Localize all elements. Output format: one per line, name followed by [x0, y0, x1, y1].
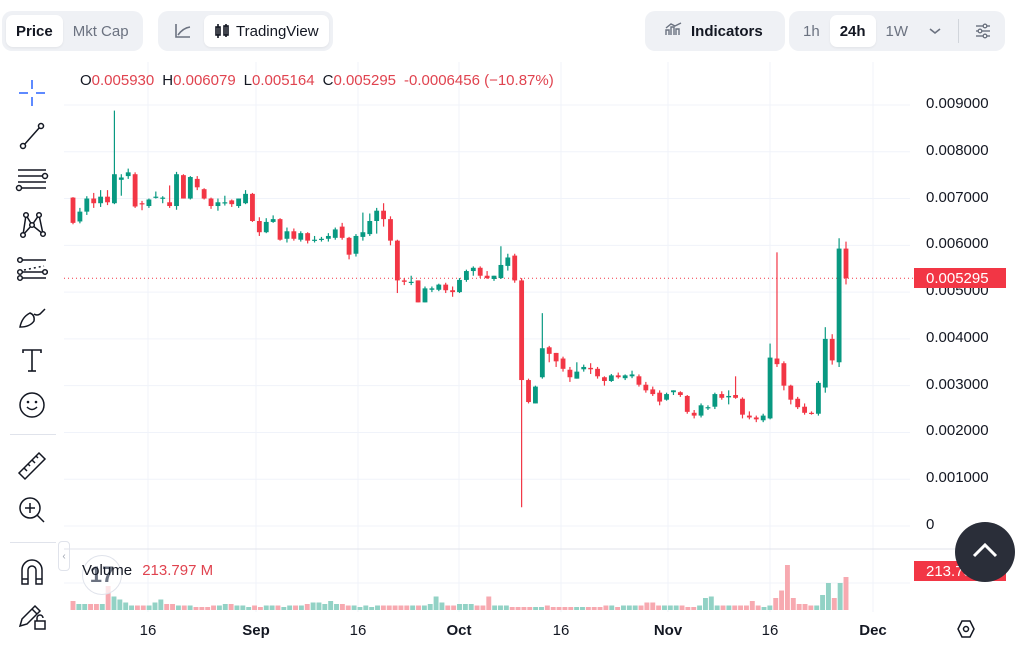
more-intervals-button[interactable] — [918, 15, 952, 47]
price-tab[interactable]: Price — [6, 15, 63, 47]
magnet-icon — [17, 557, 47, 587]
chevron-up-icon — [971, 541, 999, 564]
fib-retracement-icon — [16, 255, 48, 285]
chart-type-toggle: TradingView — [158, 11, 333, 51]
time-tick-label: Sep — [242, 622, 270, 639]
indicators-icon — [665, 21, 683, 41]
interval-selector: 1h 24h 1W — [789, 11, 1006, 51]
close-label: C — [322, 72, 334, 89]
crosshair-icon — [17, 78, 47, 108]
time-tick-label: Nov — [653, 622, 683, 639]
chevron-down-icon — [928, 26, 942, 36]
price-tick-label: 0.003000 — [926, 375, 989, 393]
fib-retracement-tool[interactable] — [14, 252, 50, 288]
interval-1h[interactable]: 1h — [803, 22, 820, 40]
scroll-top-button[interactable] — [955, 522, 1015, 582]
indicators-label: Indicators — [691, 22, 763, 40]
candlestick-icon — [214, 23, 230, 39]
horizontal-lines-tool[interactable] — [14, 163, 50, 199]
line-chart-icon — [174, 23, 192, 39]
close-value: 0.005295 — [333, 72, 397, 89]
low-label: L — [243, 72, 253, 89]
brush-tool[interactable] — [14, 298, 50, 334]
sliders-icon — [975, 23, 991, 39]
time-tick-label: 16 — [349, 622, 367, 639]
low-value: 0.005164 — [252, 72, 315, 89]
crosshair-tool[interactable] — [14, 75, 50, 111]
ruler-tool[interactable] — [14, 448, 50, 484]
price-tick-label: 0.006000 — [926, 235, 989, 253]
price-tick-label: 0.008000 — [926, 141, 989, 159]
text-tool[interactable] — [14, 342, 50, 378]
open-value: 0.005930 — [91, 72, 155, 89]
lock-drawings-tool[interactable] — [14, 598, 50, 634]
price-tick-label: 0 — [926, 516, 935, 533]
high-value: 0.006079 — [173, 72, 236, 89]
brush-icon — [16, 301, 48, 331]
emoji-icon — [17, 390, 47, 420]
top-bar: Price Mkt Cap TradingView Indicators 1h … — [0, 0, 1024, 62]
lock-drawings-icon — [16, 600, 48, 632]
horizontal-lines-icon — [15, 166, 49, 196]
ruler-icon — [16, 450, 48, 482]
toolbar-divider — [10, 434, 56, 435]
mkt-cap-tab[interactable]: Mkt Cap — [72, 22, 129, 40]
ohlc-legend: O 0.005930 H 0.006079 L 0.005164 C 0.005… — [80, 72, 562, 89]
interval-1w[interactable]: 1W — [885, 22, 909, 40]
indicators-button[interactable]: Indicators — [645, 11, 785, 51]
magnet-tool[interactable] — [14, 554, 50, 590]
chart-settings-button[interactable] — [965, 15, 1001, 47]
pattern-icon — [17, 210, 47, 240]
high-label: H — [162, 72, 174, 89]
price-tick-label: 0.004000 — [926, 328, 989, 346]
volume-label: Volume — [82, 562, 133, 579]
time-tick-label: 16 — [761, 622, 779, 639]
volume-value: 213.797 M — [142, 562, 214, 579]
drawing-toolbar — [0, 62, 64, 650]
gear-hex-icon — [956, 619, 976, 644]
volume-legend: Volume 213.797 M — [82, 562, 213, 579]
change-value: -0.0006456 (−10.87%) — [404, 72, 554, 89]
time-tick-label: Dec — [859, 622, 887, 639]
price-tick-label: 0.009000 — [926, 94, 989, 112]
chart-settings-gear[interactable] — [954, 619, 978, 643]
price-tick-label: 0.007000 — [926, 188, 989, 206]
emoji-tool[interactable] — [14, 387, 50, 423]
price-tick-label: 0.002000 — [926, 422, 989, 440]
line-chart-button[interactable] — [162, 15, 204, 47]
price-mktcap-toggle: Price Mkt Cap — [2, 11, 143, 51]
current-price-tag: 0.005295 — [914, 268, 1006, 288]
time-tick-label: 16 — [552, 622, 570, 639]
time-tick-label: 16 — [139, 622, 157, 639]
time-tick-label: Oct — [446, 622, 472, 639]
trend-line-icon — [17, 121, 47, 151]
text-icon — [18, 346, 46, 374]
candlestick-chart[interactable] — [64, 62, 1024, 650]
zoom-in-icon — [17, 495, 47, 525]
trend-line-tool[interactable] — [14, 118, 50, 154]
tradingview-label: TradingView — [236, 22, 319, 40]
interval-24h[interactable]: 24h — [829, 15, 876, 47]
tradingview-logo[interactable]: 17 — [82, 555, 122, 595]
zoom-in-tool[interactable] — [14, 492, 50, 528]
pattern-tool[interactable] — [14, 207, 50, 243]
toolbar-divider — [10, 542, 56, 543]
price-tick-label: 0.001000 — [926, 469, 989, 487]
tradingview-button[interactable]: TradingView — [204, 15, 329, 47]
divider — [958, 19, 960, 43]
open-label: O — [80, 72, 92, 89]
